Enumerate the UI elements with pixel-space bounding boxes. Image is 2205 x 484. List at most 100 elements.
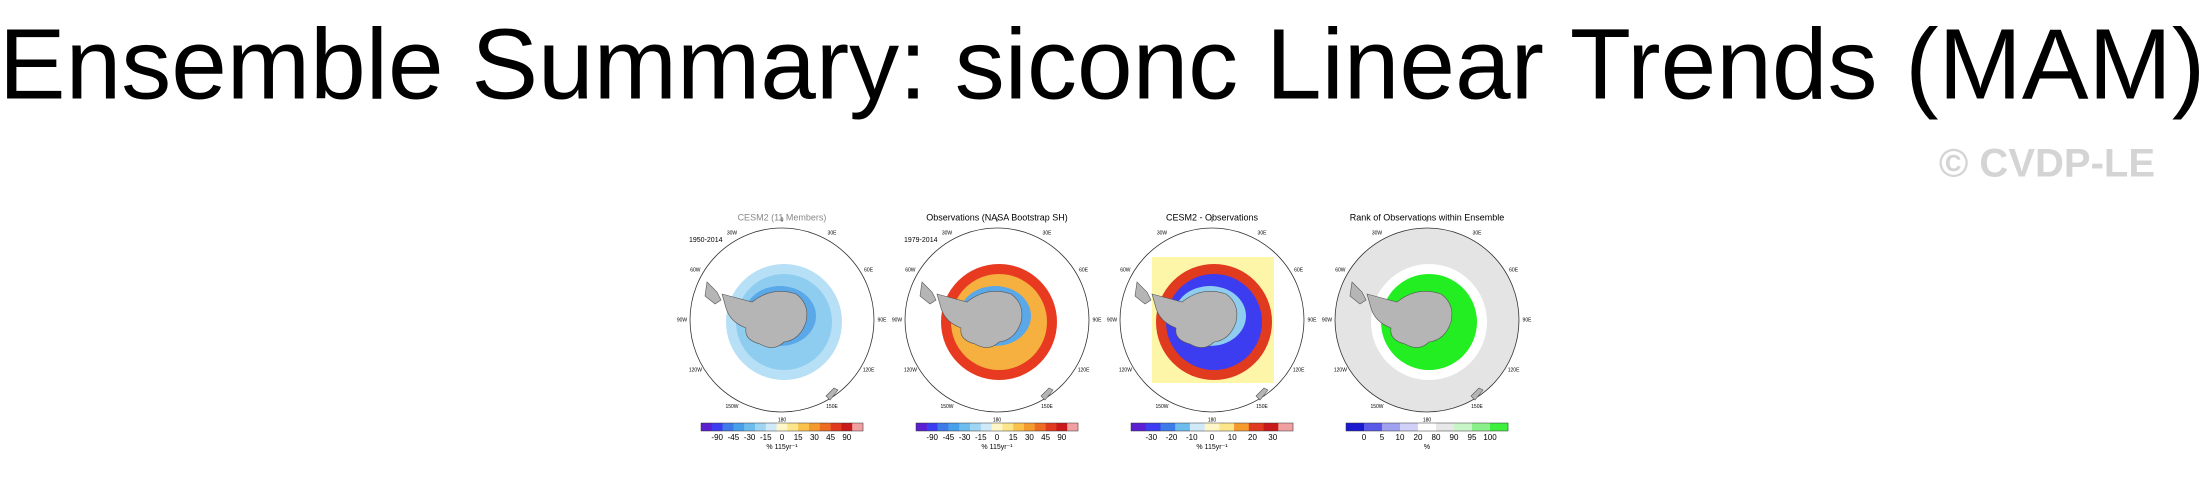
panel-title: CESM2 (11 Members) — [738, 212, 827, 222]
south-america — [1134, 281, 1152, 305]
longitude-label: 0 — [996, 217, 999, 223]
longitude-label: 30W — [727, 231, 738, 237]
panel-title: CESM2 - Observations — [1166, 212, 1259, 222]
longitude-label: 90W — [892, 317, 903, 323]
colorbar-swatch — [948, 423, 960, 431]
longitude-label: 180 — [778, 417, 787, 423]
longitude-label: 120E — [1293, 367, 1305, 373]
colorbar-units: % 115yr⁻¹ — [766, 444, 798, 451]
colorbar-label: 90 — [1450, 433, 1459, 442]
colorbar-units: % 115yr⁻¹ — [1196, 444, 1228, 451]
colorbar-label: 0 — [1210, 433, 1215, 442]
colorbar-label: 0 — [1362, 433, 1367, 442]
colorbar-label: -30 — [1145, 433, 1157, 442]
colorbar-label: 95 — [1468, 433, 1477, 442]
colorbar-label: 0 — [780, 433, 785, 442]
colorbar-frame — [700, 422, 864, 432]
panel-period: 1979-2014 — [904, 237, 938, 244]
longitude-label: 90E — [878, 317, 888, 323]
longitude-label: 150E — [1256, 404, 1268, 410]
colorbar-swatch — [1034, 423, 1046, 431]
colorbar-swatch — [1382, 423, 1401, 431]
colorbar-label: 100 — [1483, 433, 1497, 442]
colorbar-swatch — [1160, 423, 1176, 431]
colorbar-swatch — [776, 423, 788, 431]
colorbar-label: -45 — [943, 433, 955, 442]
longitude-label: 150E — [826, 404, 838, 410]
colorbar-swatch — [787, 423, 799, 431]
colorbar-swatch — [916, 423, 928, 431]
colorbar-swatch — [1056, 423, 1068, 431]
longitude-label: 30E — [1258, 231, 1268, 237]
antarctica — [721, 291, 808, 348]
colorbar-label: -15 — [975, 433, 987, 442]
longitude-label: 120E — [863, 367, 875, 373]
colorbar-label: 10 — [1228, 433, 1237, 442]
colorbar-swatch — [701, 423, 713, 431]
longitude-label: 30W — [1157, 231, 1168, 237]
colorbar-swatch — [1145, 423, 1161, 431]
colorbar-swatch — [1045, 423, 1057, 431]
colorbar-swatch — [809, 423, 821, 431]
south-america — [704, 281, 722, 305]
panel-title: Observations (NASA Bootstrap SH) — [926, 212, 1068, 222]
colorbar-swatch — [1175, 423, 1191, 431]
colorbar-label: 80 — [1432, 433, 1441, 442]
colorbar-frame — [915, 422, 1079, 432]
south-america — [1349, 281, 1367, 305]
colorbar-label: -45 — [728, 433, 740, 442]
colorbar-swatch — [937, 423, 949, 431]
new-zealand — [825, 387, 839, 401]
colorbar-frame — [1130, 422, 1294, 432]
antarctica — [936, 291, 1023, 348]
colorbar-label: -10 — [1186, 433, 1198, 442]
longitude-label: 150W — [1370, 404, 1383, 410]
longitude-label: 120W — [904, 367, 917, 373]
longitude-label: 90W — [1322, 317, 1333, 323]
colorbar-swatch — [1400, 423, 1419, 431]
colorbar-swatch — [1189, 423, 1205, 431]
longitude-label: 180 — [993, 417, 1002, 423]
panel-period: 1950-2014 — [689, 237, 723, 244]
watermark: © CVDP-LE — [1939, 142, 2155, 186]
colorbar-swatch — [733, 423, 745, 431]
longitude-label: 90E — [1523, 317, 1533, 323]
south-america — [919, 281, 937, 305]
colorbar-label: 0 — [995, 433, 1000, 442]
longitude-label: 0 — [1426, 217, 1429, 223]
colorbar-label: 15 — [1009, 433, 1018, 442]
colorbar-swatch — [1204, 423, 1220, 431]
longitude-label: 0 — [781, 217, 784, 223]
colorbar-swatch — [1346, 423, 1365, 431]
colorbar-label: 30 — [1025, 433, 1034, 442]
new-zealand — [1470, 387, 1484, 401]
colorbar-label: 5 — [1380, 433, 1385, 442]
longitude-label: 150E — [1041, 404, 1053, 410]
colorbar-label: 90 — [1057, 433, 1066, 442]
longitude-label: 90W — [1107, 317, 1118, 323]
longitude-label: 60E — [1294, 267, 1304, 273]
longitude-label: 120W — [1334, 367, 1347, 373]
longitude-label: 60W — [905, 267, 916, 273]
antarctica — [1366, 291, 1453, 348]
longitude-label: 30E — [1043, 231, 1053, 237]
colorbar-swatch — [819, 423, 831, 431]
new-zealand — [1255, 387, 1269, 401]
colorbar-swatch — [1436, 423, 1455, 431]
colorbar-label: 10 — [1396, 433, 1405, 442]
page-title: Ensemble Summary: siconc Linear Trends (… — [0, 8, 2205, 120]
longitude-label: 0 — [1211, 217, 1214, 223]
colorbar-swatch — [1418, 423, 1437, 431]
colorbar-frame — [1345, 422, 1509, 432]
longitude-label: 30E — [828, 231, 838, 237]
longitude-label: 30E — [1473, 231, 1483, 237]
colorbar-label: -90 — [711, 433, 723, 442]
colorbar-swatch — [755, 423, 767, 431]
colorbar-swatch — [1002, 423, 1014, 431]
longitude-label: 150W — [725, 404, 738, 410]
longitude-label: 60E — [864, 267, 874, 273]
colorbar-swatch — [1219, 423, 1235, 431]
colorbar-swatch — [722, 423, 734, 431]
colorbar-swatch — [841, 423, 853, 431]
colorbar-label: 45 — [1041, 433, 1050, 442]
